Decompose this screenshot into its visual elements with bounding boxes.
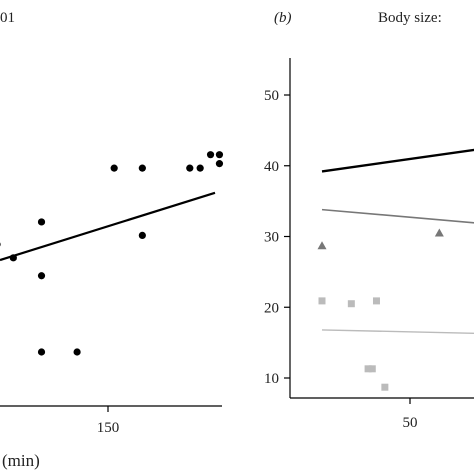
- panel-b-label: (b): [274, 10, 292, 26]
- panel-b-point-triangle: [317, 241, 327, 250]
- panel-a-point: [206, 151, 215, 159]
- panel-a-title-fragment: 01: [0, 10, 15, 26]
- panel-a-point: [0, 242, 1, 247]
- panel-b-x-tick-label: 50: [403, 415, 418, 431]
- panel-b-point-square: [347, 300, 355, 308]
- panel-a-point: [215, 151, 224, 159]
- panel-b-y-tick-label: 50: [264, 88, 279, 104]
- panel-a-x-tick-label: 150: [97, 420, 120, 436]
- panel-b-y-tick-label: 10: [264, 371, 279, 387]
- panel-b-fit-line-circle: [321, 148, 474, 173]
- panel-b-fit-line-square: [321, 329, 474, 335]
- panel-a-point: [37, 218, 46, 226]
- panel-b-point-square: [318, 297, 326, 305]
- panel-b-point-square: [364, 365, 372, 373]
- panel-b-y-tick-label: 40: [264, 159, 279, 175]
- panel-a-x-axis-label: (min): [2, 451, 40, 470]
- panel-a-point: [73, 348, 81, 356]
- panel-b-point-triangle: [434, 228, 444, 237]
- panel-a-point: [186, 164, 194, 172]
- panel-a-fit-line: [0, 191, 216, 262]
- panel-b-point-square: [372, 297, 380, 305]
- panel-b-point-square: [381, 383, 389, 391]
- panel-a-point: [9, 254, 17, 262]
- panel-b-point-square: [368, 365, 376, 373]
- panel-a-point: [138, 231, 146, 239]
- panel-b-y-tick-label: 20: [264, 300, 279, 316]
- panel-a-point: [37, 272, 46, 280]
- panel-a-point: [196, 164, 204, 172]
- panel-a-point: [215, 160, 224, 168]
- panel-a-point: [110, 164, 118, 172]
- panel-a-point: [138, 164, 146, 172]
- panel-b-fit-line-triangle: [321, 208, 474, 224]
- panel-b-title-fragment: Body size:: [378, 10, 442, 26]
- panel-a-point: [37, 348, 46, 356]
- panel-b-y-tick-label: 30: [264, 230, 279, 246]
